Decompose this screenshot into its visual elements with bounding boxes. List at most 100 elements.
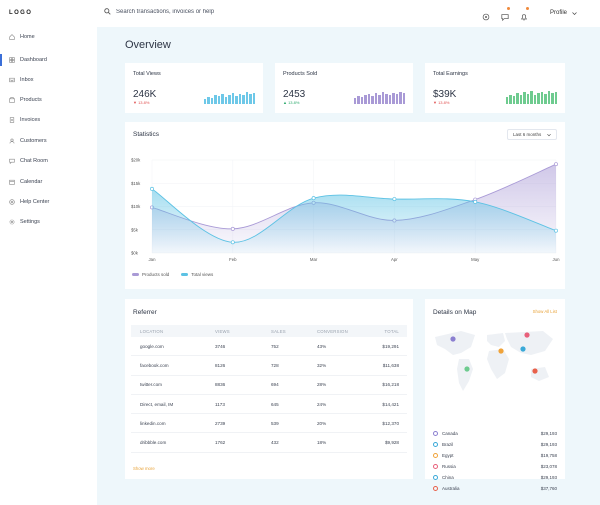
table-row[interactable]: google.com 3746 752 43% $19,291 [131, 337, 407, 357]
table-cell: 8126 [215, 362, 226, 368]
sidebar-item-settings[interactable]: Settings [0, 216, 97, 228]
map-pin-canada[interactable] [450, 336, 456, 342]
profile-menu[interactable]: Profile [550, 10, 577, 16]
table-cell: dribbble.com [140, 440, 167, 446]
table-row[interactable]: twitter.com 8836 694 28% $16,218 [131, 376, 407, 395]
column-header[interactable]: CONVERSION [317, 328, 348, 334]
table-cell: twitter.com [140, 382, 162, 388]
country-item-china[interactable]: China $29,193 [433, 472, 557, 483]
mini-bar [207, 97, 210, 104]
country-item-australia[interactable]: Australia $37,760 [433, 483, 557, 494]
legend-item-total-views[interactable]: Total views [181, 272, 213, 277]
data-point-total-views [473, 199, 478, 204]
map-pin-china[interactable] [520, 346, 526, 352]
mini-bar-chart [505, 90, 557, 104]
logo[interactable]: LOGO [9, 10, 33, 16]
table-row[interactable]: dribbble.com 1762 432 18% $9,928 [131, 433, 407, 453]
referrer-table: LOCATION VIEWS SALES CONVERSION TOTAL go… [131, 325, 407, 453]
table-cell: linkedin.com [140, 420, 166, 426]
stat-card-total-views: Total Views 246K ▼ 13.8% [125, 63, 263, 113]
page-title: Overview [125, 39, 171, 51]
x-tick-label: Jun [553, 257, 561, 262]
column-header[interactable]: TOTAL [384, 328, 399, 334]
mini-bar [519, 95, 522, 104]
map-pin-brazil[interactable] [464, 366, 470, 372]
data-point-total-views [392, 197, 397, 202]
sidebar-item-label: Chat Room [20, 158, 48, 164]
y-tick-label: $5k [131, 227, 139, 232]
settings-icon[interactable] [482, 8, 490, 21]
sidebar-item-help-center[interactable]: Help Center [0, 196, 97, 208]
referrer-title: Referrer [133, 309, 157, 316]
table-cell: $12,370 [382, 420, 399, 426]
mini-bar [245, 92, 248, 104]
stat-value: 246K [133, 89, 157, 100]
inbox-icon [9, 77, 15, 83]
column-header[interactable]: SALES [271, 328, 286, 334]
home-icon [9, 34, 15, 40]
mini-bar [537, 93, 540, 104]
mini-bar [378, 95, 381, 104]
country-amount: $29,193 [540, 475, 557, 480]
sidebar-item-products[interactable]: Products [0, 94, 97, 106]
sidebar-item-chat-room[interactable]: Chat Room [0, 155, 97, 167]
show-all-link[interactable]: Show All List [532, 309, 557, 314]
table-cell: 24% [317, 401, 327, 407]
calendar-icon [9, 179, 15, 185]
mini-bar [371, 96, 374, 104]
table-row[interactable]: Direct, email, IM 1173 645 24% $14,421 [131, 395, 407, 415]
stat-change: ▼ 13.8% [433, 100, 450, 105]
x-tick-label: May [471, 257, 480, 262]
main-content: Overview Total Views 246K ▼ 13.8% Produc… [97, 27, 600, 505]
map-pin-egypt[interactable] [498, 348, 504, 354]
mini-bar-chart [203, 90, 255, 104]
column-header[interactable]: LOCATION [140, 328, 164, 334]
sidebar-item-home[interactable]: Home [0, 31, 97, 43]
sidebar-item-invoices[interactable]: Invoices [0, 114, 97, 126]
country-item-brazil[interactable]: Brazil $29,193 [433, 439, 557, 450]
sidebar-item-customers[interactable]: Customers [0, 135, 97, 147]
country-color-marker [433, 475, 438, 480]
mini-bar [402, 93, 405, 104]
area-total-views [152, 188, 556, 253]
country-color-marker [433, 464, 438, 469]
period-dropdown[interactable]: Last 6 months [507, 129, 557, 140]
mini-bar [252, 93, 255, 104]
country-item-egypt[interactable]: Egypt $19,758 [433, 450, 557, 461]
mini-bar [231, 93, 234, 104]
map-pin-russia[interactable] [524, 332, 530, 338]
legend-item-products-sold[interactable]: Products sold [132, 272, 169, 277]
table-cell: 20% [317, 420, 327, 426]
world-map[interactable] [431, 325, 559, 397]
sidebar-item-calendar[interactable]: Calendar [0, 176, 97, 188]
search-box[interactable] [104, 8, 316, 15]
mini-bar [547, 91, 550, 104]
sidebar-item-label: Customers [20, 138, 47, 144]
bell-icon[interactable] [520, 7, 529, 21]
country-item-russia[interactable]: Russia $23,078 [433, 461, 557, 472]
show-more-link[interactable]: Show more [133, 466, 155, 471]
mini-bar [214, 95, 217, 104]
table-row[interactable]: linkedin.com 2739 539 20% $12,370 [131, 414, 407, 434]
country-item-canada[interactable]: Canada $29,193 [433, 428, 557, 439]
table-row[interactable]: facebook.com 8126 728 32% $11,638 [131, 356, 407, 376]
x-tick-label: Feb [229, 257, 237, 262]
mini-bar [381, 92, 384, 104]
map-pin-australia[interactable] [532, 368, 538, 374]
table-cell: google.com [140, 343, 164, 349]
country-color-marker [433, 431, 438, 436]
country-name: Australia [442, 486, 460, 491]
sidebar-item-label: Invoices [20, 117, 41, 123]
sidebar-item-label: Products [20, 97, 42, 103]
column-header[interactable]: VIEWS [215, 328, 230, 334]
stat-change: ▼ 13.8% [133, 100, 150, 105]
data-point-products-sold [554, 162, 558, 167]
country-amount: $29,193 [540, 442, 557, 447]
sidebar-item-inbox[interactable]: Inbox [0, 74, 97, 86]
search-input[interactable] [116, 8, 316, 15]
chat-icon[interactable] [501, 7, 510, 22]
x-tick-label: Mar [310, 257, 318, 262]
table-cell: 694 [271, 382, 279, 388]
invoice-icon [9, 117, 15, 123]
sidebar-item-dashboard[interactable]: Dashboard [0, 54, 97, 66]
